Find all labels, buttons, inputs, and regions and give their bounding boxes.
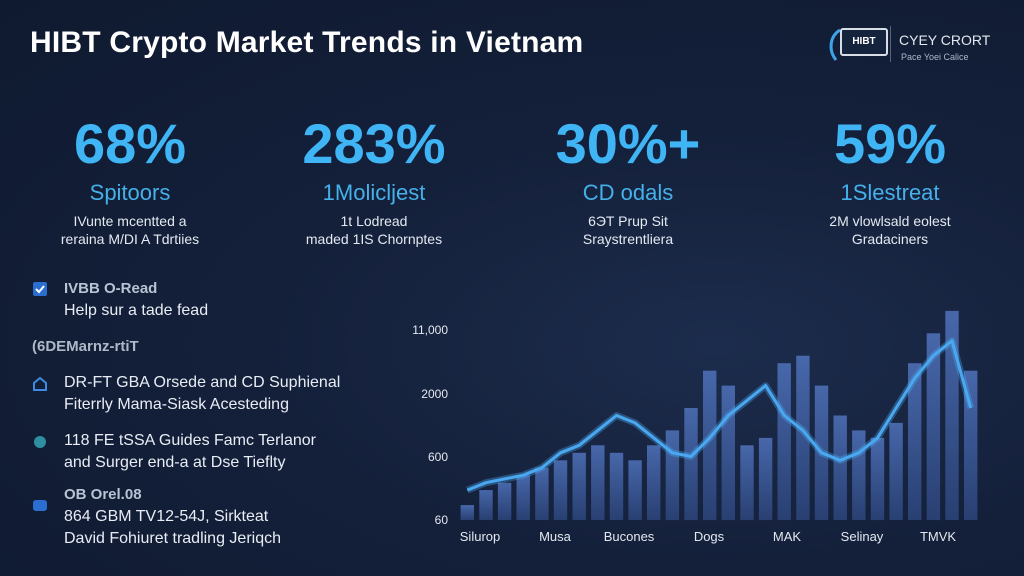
list-item-text: DR-FT GBA Orsede and CD Suphienal <box>64 374 341 391</box>
bar <box>647 445 661 520</box>
stat-label: 1Slestreat <box>840 180 940 205</box>
stat-desc-line: 1t Lodread <box>340 213 408 229</box>
list-item-heading: OB Orel.08 <box>64 486 142 503</box>
y-tick-label: 11,000 <box>412 323 448 337</box>
bar <box>665 430 680 520</box>
bar <box>721 385 735 520</box>
stat-value: 30%+ <box>555 112 701 175</box>
x-tick-label: Bucones <box>604 529 655 544</box>
bar <box>870 437 885 520</box>
x-tick-label: Selinay <box>841 529 884 544</box>
x-axis: Silurop Musa Bucones Dogs MAK Selinay TMVK <box>460 529 957 544</box>
list-item-heading: IVBB O-Read <box>64 280 158 297</box>
stat-desc-line: maded 1IS Chornptes <box>305 231 443 247</box>
stat-card-4: 59% 1Slestreat 2M vlowlsald eolest Grada… <box>780 112 1000 248</box>
section-heading: (6DEMarnz-rtiT <box>32 338 139 355</box>
stat-card-2: 283% 1Molicljest 1t Lodread maded 1IS Ch… <box>264 112 484 248</box>
line-series <box>466 337 975 494</box>
bar <box>926 333 941 520</box>
bar-series <box>460 310 978 520</box>
globe-icon <box>34 436 46 448</box>
home-icon <box>33 376 47 391</box>
bar <box>591 445 605 520</box>
list-item-text: 864 GBM TV12-54J, Sirkteat <box>64 508 269 525</box>
y-tick-label: 600 <box>428 450 448 464</box>
bar <box>460 505 474 520</box>
bar <box>497 482 512 520</box>
brand-tagline: Pace Yoei Calice <box>901 52 969 62</box>
x-tick-label: MAK <box>773 529 802 544</box>
stat-value: 59% <box>833 112 947 175</box>
list-item-text: Fiterrly Mama-Siask Acesteding <box>64 396 289 413</box>
stat-value: 283% <box>302 112 446 175</box>
bar <box>833 415 847 520</box>
bar <box>535 467 549 520</box>
logo-divider <box>890 26 891 62</box>
bar <box>964 370 978 520</box>
stat-desc-line: Gradaciners <box>851 231 929 247</box>
brand-name: CYEY CRORT <box>899 32 991 48</box>
checkbox-icon <box>33 282 47 296</box>
y-axis: 11,000 2000 600 60 <box>412 323 448 527</box>
bar <box>889 422 903 520</box>
trend-line <box>466 339 973 492</box>
stat-desc-line: Sraystrentliera <box>582 231 674 247</box>
list-item-text: 118 FE tSSA Guides Famc Terlanor <box>64 432 316 449</box>
y-tick-label: 60 <box>435 513 449 527</box>
x-tick-label: Musa <box>539 529 572 544</box>
bar <box>703 370 717 520</box>
stat-card-1: 68% Spitoors IVunte mcentted a reraina M… <box>20 112 240 248</box>
stat-value: 68% <box>73 112 187 175</box>
stat-description: 2M vlowlsald eolest Gradaciners <box>780 212 1000 248</box>
x-tick-label: TMVK <box>920 529 956 544</box>
stat-card-3: 30%+ CD odals 6ЭT Prup Sit Sraystrentlie… <box>518 112 738 248</box>
stat-desc-line: 2M vlowlsald eolest <box>829 213 951 229</box>
stat-label: 1Molicljest <box>322 180 426 205</box>
bar <box>479 490 493 520</box>
list-item-text: and Surger end-a at Dse Tieflty <box>64 454 286 471</box>
stat-desc-line: IVunte mcentted a <box>73 213 187 229</box>
x-tick-label: Dogs <box>694 529 725 544</box>
bar <box>628 460 642 520</box>
list-item-text: Help sur a tade fead <box>64 302 209 319</box>
bar <box>740 445 754 520</box>
stat-desc-line: reraina M/DI A Tdrtiies <box>60 231 200 247</box>
bar <box>553 460 568 520</box>
chat-icon <box>33 500 47 511</box>
bar <box>945 310 959 520</box>
bar <box>516 475 530 520</box>
bar <box>609 452 624 520</box>
logo-mark: HIBT <box>840 28 888 56</box>
stat-desc-line: 6ЭT Prup Sit <box>588 213 668 229</box>
brand-logo: HIBT CYEY CRORT Pace Yoei Calice <box>826 24 1001 66</box>
list-item-text: David Fohiuret tradling Jeriqch <box>64 530 281 547</box>
bar <box>572 452 586 520</box>
bar <box>777 363 791 520</box>
y-tick-label: 2000 <box>421 387 448 401</box>
bar <box>796 355 810 520</box>
bar <box>758 437 773 520</box>
bar <box>852 430 866 520</box>
bar <box>684 408 698 520</box>
market-chart: 11,000 2000 600 60 Silurop Musa Bucones Dogs MA… <box>412 310 978 544</box>
stat-description: 6ЭT Prup Sit Sraystrentliera <box>518 212 738 248</box>
stat-description: 1t Lodread maded 1IS Chornptes <box>264 212 484 248</box>
page-title: HIBT Crypto Market Trends in Vietnam <box>30 26 584 59</box>
x-tick-label: Silurop <box>460 529 500 544</box>
stat-label: Spitoors <box>89 180 171 205</box>
bar <box>908 363 922 520</box>
stat-label: CD odals <box>582 180 674 205</box>
logo-swoosh-icon <box>829 28 841 61</box>
stat-description: IVunte mcentted a reraina M/DI A Tdrtiie… <box>20 212 240 248</box>
